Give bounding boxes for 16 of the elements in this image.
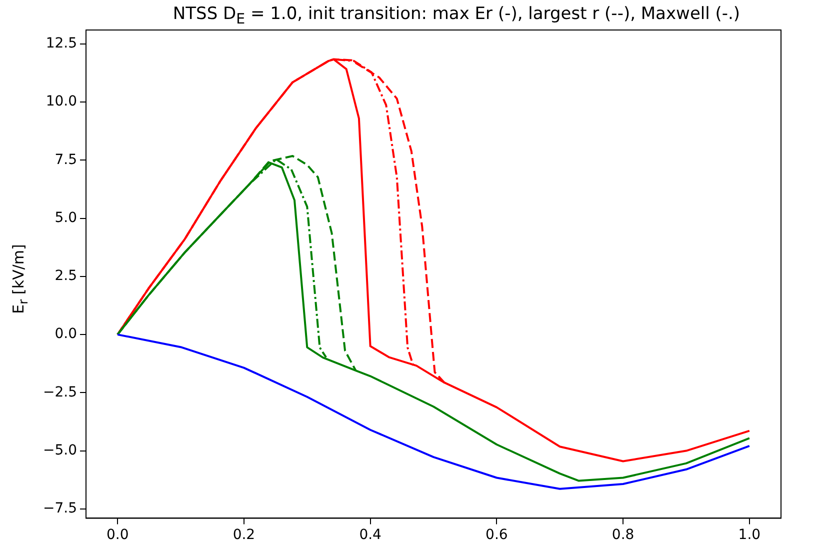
x-tick-label: 0.0 — [106, 527, 129, 544]
x-tick-label: 0.4 — [359, 527, 382, 544]
x-tick-label: 0.6 — [486, 527, 508, 544]
x-tick-label: 1.0 — [738, 527, 761, 544]
chart-title: NTSS D$_{E}$ = 1.0, init transition: max Er (-), largest r (--), Maxwell (-.) — [172, 4, 742, 28]
y-tick-label: 7.5 — [54, 152, 77, 168]
x-tick-label: 0.2 — [232, 527, 256, 544]
y-tick-label: −2.5 — [42, 384, 77, 400]
y-tick-label: 5.0 — [54, 210, 77, 226]
y-tick-label: 10.0 — [46, 94, 77, 110]
y-tick-label: −7.5 — [42, 500, 77, 517]
y-tick-label: 2.5 — [54, 268, 77, 284]
y-tick-label: 0.0 — [54, 326, 77, 342]
y-tick-label: −5.0 — [42, 442, 77, 458]
x-tick-label: 0.8 — [612, 527, 634, 544]
y-tick-label: 12.5 — [46, 36, 77, 52]
